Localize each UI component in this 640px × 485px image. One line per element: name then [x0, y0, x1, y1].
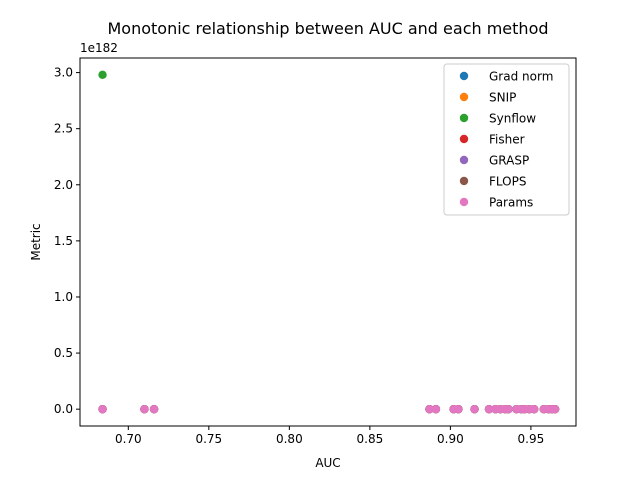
points-layer	[98, 70, 560, 414]
x-axis-label: AUC	[315, 456, 340, 470]
legend-marker-fisher	[459, 134, 469, 144]
x-tick-label: 0.70	[115, 432, 142, 446]
x-tick-label: 0.80	[276, 432, 303, 446]
y-tick-label: 2.5	[54, 122, 73, 136]
point-params	[484, 404, 494, 414]
x-tick-label: 0.75	[195, 432, 222, 446]
point-params	[550, 404, 560, 414]
legend-label-synflow: Synflow	[489, 112, 536, 126]
plot-frame	[79, 57, 577, 427]
y-axis-label: Metric	[29, 223, 43, 260]
point-params	[454, 404, 463, 414]
y-axis: 0.0 0.5 1.0 1.5 2.0 2.5 3.0	[54, 66, 80, 416]
legend: Grad norm SNIP Synflow Fisher GRASP FLOPS Para…	[443, 63, 570, 216]
legend-marker-params	[459, 197, 469, 207]
legend-label-grad-norm: Grad norm	[489, 70, 553, 84]
legend-label-snip: SNIP	[489, 91, 516, 105]
point-params	[140, 404, 149, 414]
x-tick-label: 0.95	[518, 432, 545, 446]
legend-marker-grasp	[459, 155, 469, 165]
point-params	[425, 404, 434, 414]
legend-label-params: Params	[489, 196, 533, 210]
x-tick-label: 0.85	[357, 432, 384, 446]
legend-marker-synflow	[459, 113, 469, 123]
y-tick-label: 0.0	[54, 402, 73, 416]
x-axis: 0.70 0.75 0.80 0.85 0.90 0.95	[115, 426, 544, 446]
y-tick-label: 2.0	[54, 178, 73, 192]
y-tick-label: 3.0	[54, 66, 73, 80]
point-params	[529, 404, 539, 414]
legend-marker-grad-norm	[459, 71, 469, 81]
legend-marker-snip	[459, 92, 469, 102]
chart-title: Monotonic relationship between AUC and e…	[107, 19, 548, 38]
y-tick-label: 0.5	[54, 346, 73, 360]
legend-label-flops: FLOPS	[489, 175, 526, 189]
y-tick-label: 1.0	[54, 290, 73, 304]
x-tick-label: 0.90	[437, 432, 464, 446]
point-params	[504, 404, 513, 414]
point-synflow	[98, 70, 107, 80]
y-offset-label: 1e182	[80, 41, 118, 55]
point-params	[149, 404, 159, 414]
legend-marker-flops	[459, 176, 469, 186]
legend-label-fisher: Fisher	[489, 133, 525, 147]
point-params	[431, 404, 441, 414]
legend-box	[443, 63, 570, 216]
point-params	[470, 404, 479, 414]
legend-label-grasp: GRASP	[489, 154, 529, 168]
point-params	[98, 404, 107, 414]
y-tick-label: 1.5	[54, 234, 73, 248]
